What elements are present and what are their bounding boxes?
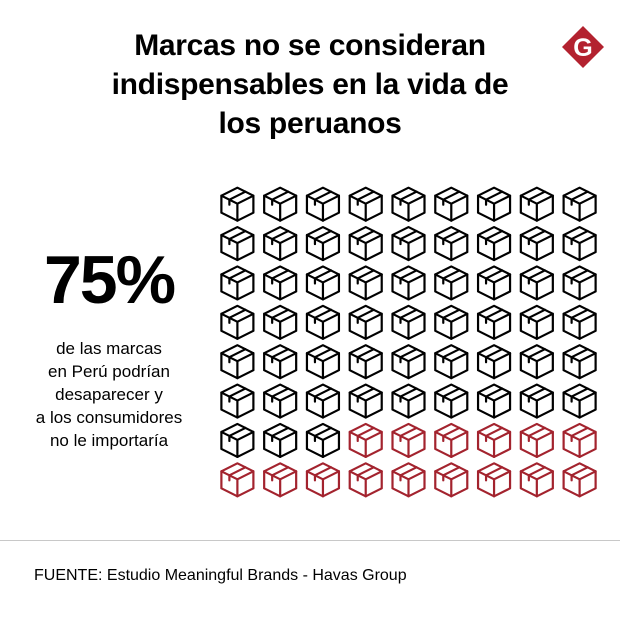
box-icon (305, 304, 341, 340)
box-icon (263, 462, 298, 498)
box-icon (220, 344, 255, 380)
box-icon (562, 304, 597, 340)
title-line: indispensables en la vida de (111, 68, 509, 101)
box-icon (519, 225, 554, 262)
headline-description: de las marcas en Perú podrían desaparece… (35, 339, 183, 450)
box-icon (562, 462, 597, 498)
box-icon (434, 304, 469, 340)
box-icon (220, 304, 255, 340)
box-icon (348, 265, 383, 301)
box-icon (391, 265, 426, 301)
box-icon (305, 344, 341, 380)
box-icon (220, 186, 255, 222)
box-icon (348, 383, 383, 419)
box-icon (391, 344, 426, 380)
title-line: Marcas no se consideran (134, 29, 486, 62)
box-icon (434, 344, 469, 380)
box-icon (348, 344, 383, 380)
box-icon (434, 186, 469, 222)
box-icon (263, 344, 298, 380)
box-icon (434, 383, 469, 419)
box-icon (519, 344, 554, 380)
pictogram-grid (220, 186, 597, 498)
box-icon (476, 304, 512, 340)
box-icon (519, 422, 554, 459)
box-icon (476, 344, 512, 380)
box-icon (305, 265, 341, 301)
box-icon (391, 225, 426, 262)
box-icon (305, 225, 341, 262)
box-icon (519, 265, 554, 301)
headline-percentage: 75% (43, 242, 176, 318)
box-icon (220, 383, 255, 419)
box-icon (263, 422, 298, 459)
box-icon (391, 186, 426, 222)
box-icon (476, 462, 512, 498)
box-icon (519, 186, 554, 222)
box-icon (562, 383, 597, 419)
box-icon (562, 225, 597, 262)
box-icon (476, 225, 512, 262)
box-icon (348, 225, 383, 262)
box-icon (391, 422, 426, 459)
box-icon (476, 186, 512, 222)
logo-letter: G (573, 34, 592, 62)
box-icon (220, 462, 255, 498)
box-icon (348, 422, 383, 459)
title-line: los peruanos (218, 107, 402, 140)
box-icon (348, 462, 383, 498)
box-icon (263, 225, 298, 262)
box-icon (263, 265, 298, 301)
box-icon (434, 225, 469, 262)
box-icon (263, 383, 298, 419)
box-icon (263, 304, 298, 340)
box-icon (562, 265, 597, 301)
box-icon (348, 304, 383, 340)
box-icon (220, 265, 255, 301)
box-icon (476, 383, 512, 419)
box-icon (391, 462, 426, 498)
page-title: Marcas no se consideran indispensables e… (60, 26, 560, 143)
box-icon (476, 265, 512, 301)
gestion-logo-icon: G (562, 26, 604, 68)
source-note: FUENTE: Estudio Meaningful Brands - Hava… (34, 567, 407, 584)
box-icon (305, 186, 341, 222)
box-icon (220, 422, 255, 459)
box-icon (263, 186, 298, 222)
box-icon (391, 383, 426, 419)
box-icon (519, 304, 554, 340)
box-icon (434, 422, 469, 459)
box-icon (305, 383, 341, 419)
box-icon (348, 186, 383, 222)
box-icon (220, 225, 255, 262)
box-icon (305, 422, 341, 459)
box-icon (562, 422, 597, 459)
box-icon (519, 383, 554, 419)
divider (0, 540, 620, 541)
box-icon (562, 186, 597, 222)
box-icon (476, 422, 512, 459)
box-icon (305, 462, 341, 498)
box-icon (391, 304, 426, 340)
box-icon (434, 462, 469, 498)
box-icon (434, 265, 469, 301)
box-icon (519, 462, 554, 498)
box-icon (562, 344, 597, 380)
